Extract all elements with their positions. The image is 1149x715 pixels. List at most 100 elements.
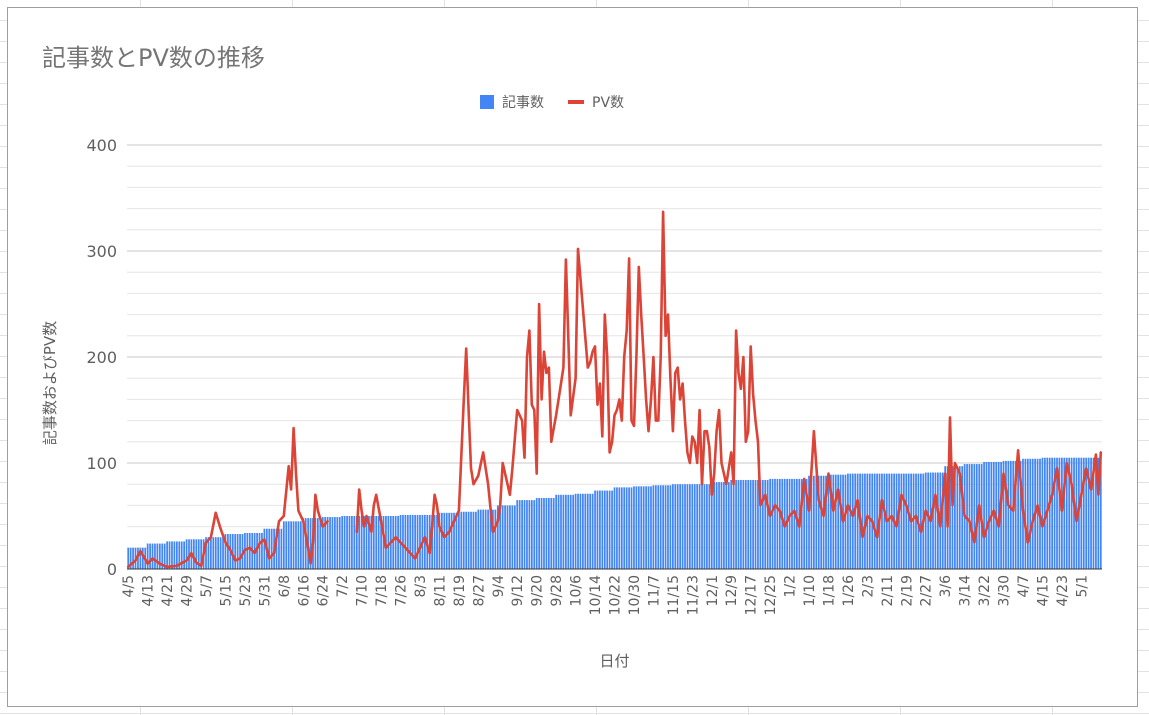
bar (409, 514, 412, 569)
x-tick-label: 1/10 (802, 575, 818, 606)
bar (1085, 457, 1088, 569)
bar (484, 509, 487, 569)
bar (494, 509, 497, 569)
bar (1036, 458, 1039, 569)
x-tick-label: 8/11 (432, 575, 448, 606)
bar (757, 479, 759, 569)
bar (956, 466, 959, 569)
bar (212, 537, 215, 569)
bar (358, 516, 361, 569)
bar (530, 500, 533, 569)
bar (214, 537, 217, 569)
bar (915, 473, 917, 569)
bar (727, 482, 730, 569)
bar (628, 487, 630, 569)
bar (411, 514, 414, 569)
bar (747, 479, 750, 569)
bar (907, 473, 910, 569)
bar (258, 532, 261, 569)
bar (890, 473, 893, 569)
bar (492, 509, 494, 569)
x-tick-label: 8/3 (413, 575, 429, 598)
bar (662, 485, 664, 569)
bar (830, 474, 832, 569)
legend-swatch-pv (568, 100, 584, 104)
bar (988, 461, 990, 569)
bar (820, 475, 823, 569)
bar (861, 473, 864, 569)
bar (368, 516, 370, 569)
bar (268, 528, 271, 569)
x-tick-label: 12/9 (724, 575, 740, 606)
bar (132, 547, 134, 569)
bar (351, 516, 353, 569)
bar (387, 516, 390, 569)
y-tick-label: 400 (86, 136, 117, 155)
bar (941, 472, 944, 569)
bar (402, 514, 404, 569)
bar (336, 517, 339, 569)
x-tick-label: 7/26 (394, 575, 410, 607)
bar (287, 521, 290, 569)
legend-label-articles: 記事数 (502, 95, 544, 111)
bar (589, 493, 592, 569)
chart-title: 記事数とPV数の推移 (42, 44, 265, 72)
bar (1080, 457, 1083, 569)
bar (224, 534, 227, 569)
bar (937, 472, 939, 569)
bar (372, 516, 375, 569)
x-tick-label: 5/1 (1074, 575, 1090, 598)
bar (370, 516, 373, 569)
bar (817, 475, 820, 569)
bar (689, 484, 691, 569)
bar (1082, 457, 1085, 569)
bar (584, 493, 587, 569)
bar (654, 485, 657, 569)
x-tick-label: 9/4 (491, 575, 507, 598)
bar (380, 516, 382, 569)
bar (513, 505, 516, 569)
bar (958, 466, 961, 569)
bar (905, 473, 908, 569)
x-tick-label: 1/18 (821, 575, 837, 606)
bar (348, 516, 351, 569)
bar (992, 461, 995, 569)
bar (596, 490, 599, 569)
bar (671, 484, 674, 569)
y-tick-label: 200 (86, 348, 117, 367)
bar (1024, 458, 1027, 569)
bar (664, 485, 667, 569)
bar (465, 511, 468, 569)
x-tick-label: 4/29 (180, 575, 196, 606)
bar (1099, 457, 1102, 569)
bar (149, 543, 151, 569)
bar (248, 532, 251, 569)
bar (1017, 460, 1019, 569)
bar (898, 473, 900, 569)
bar (404, 514, 407, 569)
y-tick-label: 0 (107, 560, 117, 579)
bar (791, 478, 793, 569)
bar (740, 479, 742, 569)
bar (341, 516, 344, 569)
x-tick-label: 9/12 (510, 575, 526, 606)
bar (236, 534, 239, 569)
bar (1002, 460, 1005, 569)
x-tick-label: 12/1 (705, 575, 721, 606)
bar (698, 484, 701, 569)
bar (535, 497, 538, 569)
bar (800, 478, 803, 569)
bar (927, 472, 930, 569)
bar (472, 511, 475, 569)
x-tick-label: 4/13 (141, 575, 157, 606)
bar (392, 516, 395, 569)
bar (851, 473, 854, 569)
bar (681, 484, 684, 569)
bar (659, 485, 662, 569)
bar (431, 514, 434, 569)
bar (353, 516, 356, 569)
x-tick-label: 6/24 (316, 575, 332, 607)
bar (239, 534, 241, 569)
bar (754, 479, 757, 569)
